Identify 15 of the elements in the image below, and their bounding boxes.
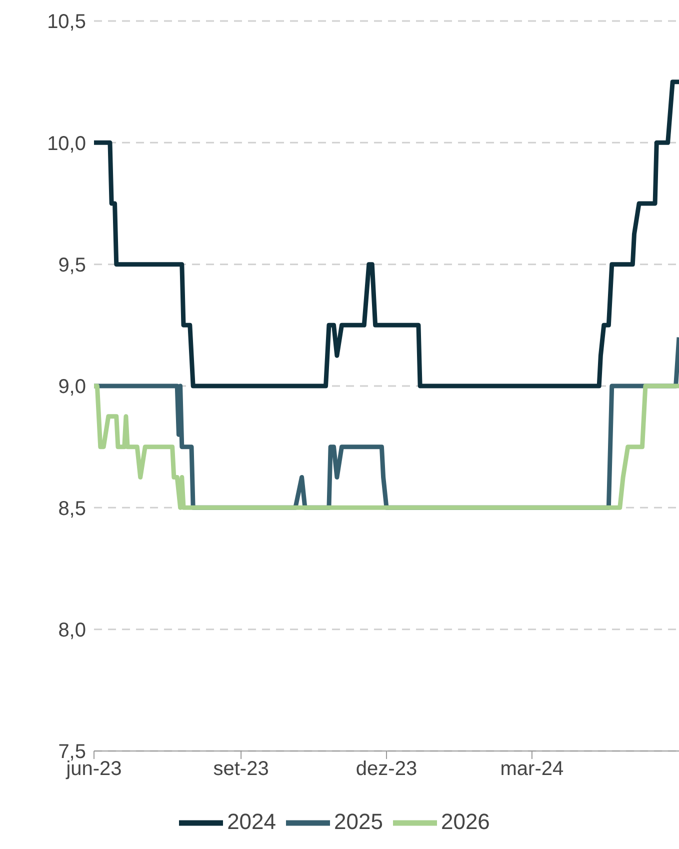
y-tick-label: 7,5 [58, 741, 86, 764]
legend-label: 2025 [334, 808, 383, 834]
x-tick-label: mar-24 [500, 758, 564, 780]
y-tick-label: 10,5 [47, 11, 86, 34]
legend-label: 2024 [227, 808, 276, 834]
line-series [94, 80, 679, 388]
y-tick-label: 8,5 [58, 498, 86, 520]
y-tick-label: 8,0 [58, 619, 86, 642]
legend-label: 2026 [440, 808, 490, 834]
y-tick-label: 10,0 [47, 132, 86, 155]
line-series [94, 384, 679, 510]
x-tick-label: set-23 [213, 758, 269, 780]
y-tick-label: 9,5 [58, 254, 86, 276]
x-tick-label: dez-23 [356, 758, 418, 780]
y-tick-label: 9,0 [58, 376, 86, 398]
